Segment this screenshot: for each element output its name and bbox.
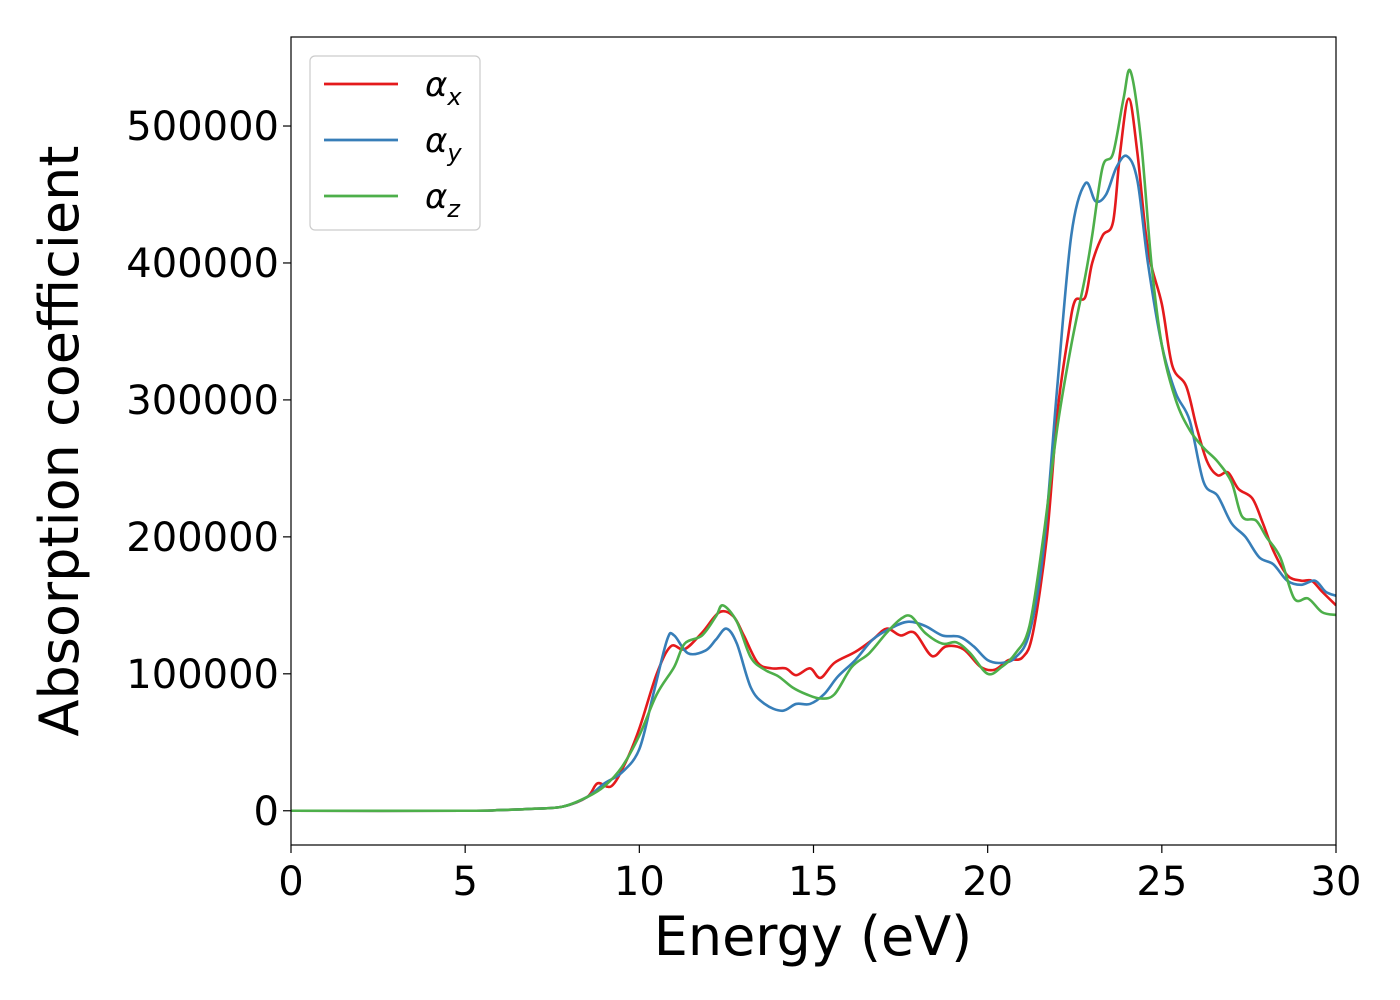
legend-label-y: αy [425, 121, 462, 167]
y-tick-label: 300000 [126, 378, 279, 424]
x-tick-label: 20 [962, 859, 1013, 905]
series-line-z [291, 68, 1336, 813]
x-axis: 0 5 10 15 20 25 30 [278, 845, 1361, 905]
x-tick-label: 15 [788, 859, 839, 905]
legend-symbol: α [425, 121, 447, 161]
y-tick-label: 200000 [126, 515, 279, 561]
x-axis-label: Energy (eV) [654, 905, 973, 968]
legend-label-x: αx [425, 65, 462, 111]
x-tick-label: 10 [614, 859, 665, 905]
legend-subscript: x [446, 83, 462, 111]
y-tick-label: 100000 [126, 652, 279, 698]
legend-symbol: α [425, 177, 447, 217]
legend-subscript: z [446, 195, 461, 223]
legend-symbol: α [425, 65, 447, 105]
x-tick-label: 5 [452, 859, 477, 905]
x-tick-label: 30 [1311, 859, 1362, 905]
legend-subscript: y [446, 139, 462, 167]
legend-label-z: αz [425, 177, 461, 223]
x-tick-label: 0 [278, 859, 303, 905]
series-layer [291, 68, 1336, 813]
y-axis-label: Absorption coefficient [28, 146, 91, 737]
series-line-y [291, 154, 1336, 813]
y-tick-label: 0 [254, 789, 279, 835]
x-tick-label: 25 [1136, 859, 1187, 905]
y-tick-label: 500000 [126, 104, 279, 150]
legend-box [309, 55, 481, 231]
y-tick-label: 400000 [126, 241, 279, 287]
y-axis: 0 100000 200000 300000 400000 500000 [126, 104, 291, 835]
